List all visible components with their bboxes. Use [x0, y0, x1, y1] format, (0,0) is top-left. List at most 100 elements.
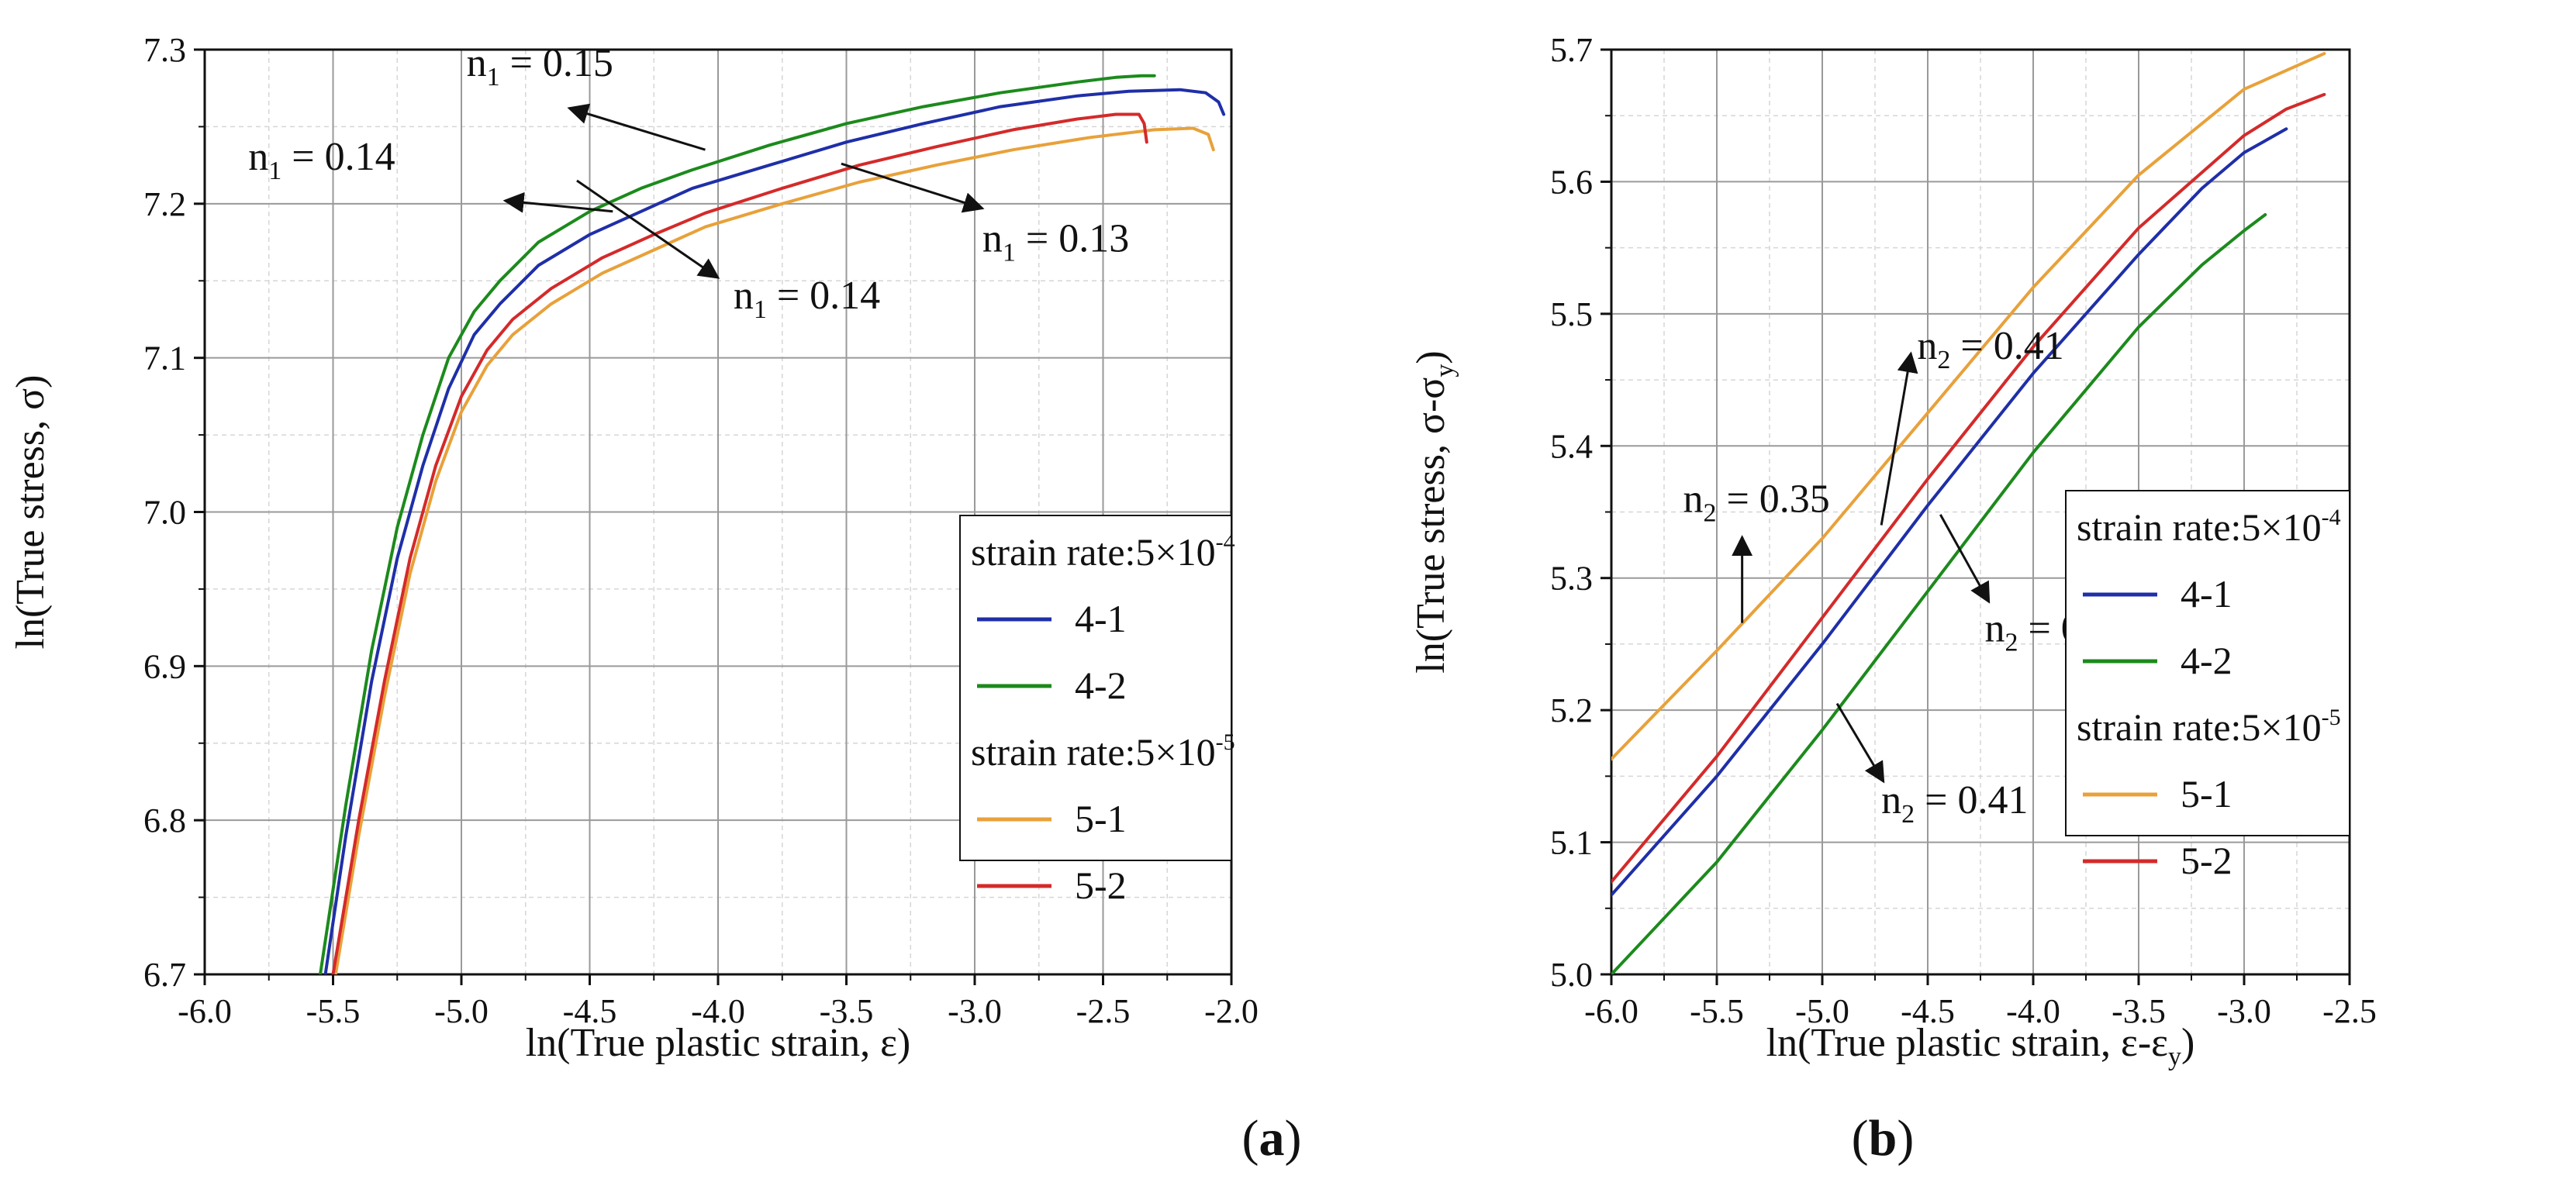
x-axis-label: ln(True plastic strain, ε-εy) [1766, 1021, 2195, 1071]
annotation-value: = 0.13 [1016, 216, 1129, 260]
annotation-value: = 0.14 [767, 274, 880, 318]
y-tick-label: 6.7 [143, 956, 186, 994]
legend-entry-5-2: 5-2 [2181, 839, 2232, 882]
x-tick-label: -5.0 [434, 992, 489, 1030]
annotation-value: = 0.35 [1716, 477, 1829, 522]
legend-entry-5-2: 5-2 [1075, 864, 1127, 907]
x-tick-label: -6.0 [178, 992, 232, 1030]
annotation-label: n2 = 0.41 [1881, 778, 2028, 829]
series-lines [1611, 52, 2326, 974]
y-tick-label: 5.5 [1550, 295, 1593, 333]
ticks: -6.0 -5.5 -5.0 -4.5 -4.0 -3.5 -3.0 -2.5 -2.0 6.7 6… [143, 31, 1259, 1030]
annotation-value: = 0.41 [1950, 324, 2063, 368]
annotation-arrow [1939, 514, 1991, 604]
annotation-arrow [502, 191, 613, 213]
series-line-4-2 [1611, 213, 2267, 974]
annotation-arrow [1880, 351, 1918, 526]
x-tick-label: -6.0 [1584, 992, 1638, 1030]
annotation-base: n [248, 135, 268, 179]
x-tick-label: -5.0 [1795, 992, 1849, 1030]
annotation-base: n [467, 41, 487, 85]
annotation-label: n1 = 0.13 [982, 216, 1129, 267]
legend-title-exponent: -5 [1216, 729, 1235, 755]
caption-b: (b) [1852, 1110, 1915, 1167]
annotation-label: n1 = 0.15 [467, 41, 613, 91]
y-tick-label: 7.3 [143, 31, 186, 69]
annotation-subscript: 1 [754, 295, 767, 324]
series-line-4-2 [319, 74, 1156, 974]
x-tick-label: -5.5 [1690, 992, 1744, 1030]
legend-entry-4-1: 4-1 [2181, 572, 2232, 615]
annotation-arrow [567, 103, 706, 151]
x-tick-label: -3.5 [2112, 992, 2166, 1030]
annotation-base: n [1683, 477, 1703, 522]
annotation-subscript: 2 [1937, 346, 1950, 374]
y-axis-label: ln(True stress, σ-σy) [1409, 350, 1459, 673]
annotation-arrow [1835, 702, 1885, 784]
y-axis-label: ln(True stress, σ) [9, 375, 53, 650]
legend-entry-4-2: 4-2 [1075, 664, 1127, 707]
series-line-4-1 [323, 88, 1226, 974]
y-tick-label: 5.1 [1550, 824, 1593, 862]
legend-title-text: strain rate:5×10 [2077, 505, 2322, 549]
annotation-label: n1 = 0.14 [248, 135, 395, 185]
legend-entry-4-1: 4-1 [1075, 597, 1127, 640]
annotation-label: n2 = 0.35 [1683, 477, 1829, 528]
annotation-value: = 0.41 [1915, 778, 2028, 822]
legend-group-title: strain rate:5×10-4 [2077, 505, 2341, 549]
caption-a: (a) [1242, 1110, 1302, 1167]
y-tick-label: 5.4 [1550, 427, 1593, 465]
annotation-base: n [1917, 324, 1937, 368]
x-tick-label: -3.0 [2217, 992, 2271, 1030]
x-tick-label: -2.5 [1076, 992, 1131, 1030]
legend-entry-4-2: 4-2 [2181, 639, 2232, 682]
legend-title-exponent: -5 [2322, 705, 2341, 730]
annotation-value: = 0.14 [281, 135, 395, 179]
annotation-subscript: 2 [2005, 629, 2018, 657]
annotation-label: n2 = 0.41 [1917, 324, 2063, 374]
legend-group-title: strain rate:5×10-5 [2077, 705, 2341, 749]
y-tick-label: 6.8 [143, 802, 186, 839]
y-tick-label: 5.7 [1550, 31, 1593, 69]
annotation-subscript: 1 [268, 157, 281, 185]
legend-title-text: strain rate:5×10 [971, 730, 1216, 774]
chart-panel-a: -6.0 -5.5 -5.0 -4.5 -4.0 -3.5 -3.0 -2.5 -2.0 6.7 6… [9, 31, 1259, 1065]
annotation-base: n [1984, 607, 2005, 651]
annotation-subscript: 2 [1703, 499, 1716, 528]
x-tick-label: -3.5 [820, 992, 874, 1030]
legend-title-exponent: -4 [2322, 505, 2341, 530]
annotation-arrow [841, 162, 985, 213]
series-line-4-1 [1611, 127, 2288, 897]
annotation-value: = 0.15 [500, 41, 613, 85]
x-axis-label: ln(True plastic strain, ε) [526, 1021, 911, 1065]
y-tick-label: 5.2 [1550, 691, 1593, 729]
annotation-base: n [982, 216, 1003, 260]
legend-title-exponent: -4 [1216, 529, 1235, 555]
x-tick-label: -2.5 [2322, 992, 2377, 1030]
y-tick-label: 5.0 [1550, 956, 1593, 994]
x-tick-label: -4.0 [691, 992, 745, 1030]
x-tick-label: -5.5 [306, 992, 361, 1030]
y-tick-label: 5.6 [1550, 163, 1593, 201]
chart-panel-b: -6.0 -5.5 -5.0 -4.5 -4.0 -3.5 -3.0 -2.5 5.0 5.1 5.… [1409, 31, 2377, 1071]
ticks: -6.0 -5.5 -5.0 -4.5 -4.0 -3.5 -3.0 -2.5 5.0 5.1 5.… [1550, 31, 2377, 1030]
annotation-base: n [1881, 778, 1901, 822]
x-tick-label: -2.0 [1204, 992, 1259, 1030]
x-tick-label: -4.5 [1901, 992, 1955, 1030]
series-line-5-1 [333, 126, 1215, 974]
x-tick-label: -4.5 [563, 992, 617, 1030]
y-tick-label: 5.3 [1550, 560, 1593, 598]
legend-group-title: strain rate:5×10-4 [971, 529, 1235, 574]
series-line-5-1 [1611, 52, 2326, 761]
legend-title-text: strain rate:5×10 [2077, 705, 2322, 749]
annotation-subscript: 2 [1901, 800, 1915, 829]
y-tick-label: 7.2 [143, 185, 186, 223]
y-tick-label: 7.0 [143, 494, 186, 532]
legend-title-text: strain rate:5×10 [971, 530, 1216, 574]
annotation-label: n1 = 0.14 [734, 274, 880, 324]
